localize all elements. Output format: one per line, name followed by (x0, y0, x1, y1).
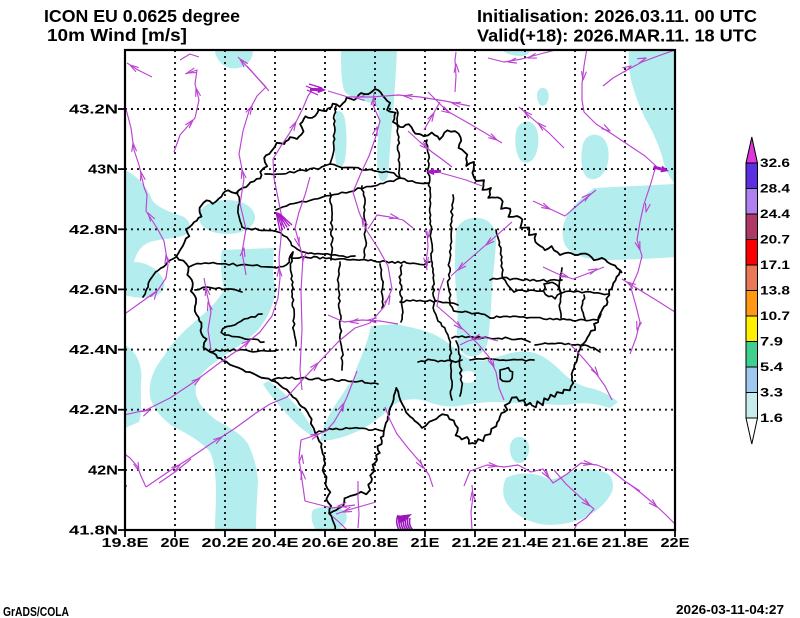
svg-text:42.8N: 42.8N (69, 222, 118, 237)
svg-text:13.8: 13.8 (760, 286, 791, 298)
svg-text:20.2E: 20.2E (202, 535, 249, 550)
svg-text:20.4E: 20.4E (252, 535, 299, 550)
svg-text:1.6: 1.6 (760, 413, 783, 425)
svg-text:GrADS/COLA: GrADS/COLA (3, 605, 69, 618)
svg-text:20.8E: 20.8E (352, 535, 399, 550)
svg-text:22E: 22E (661, 535, 690, 550)
svg-text:41.8N: 41.8N (69, 523, 118, 538)
svg-text:17.1: 17.1 (760, 260, 791, 272)
svg-text:21.8E: 21.8E (602, 535, 649, 550)
svg-text:42.2N: 42.2N (69, 402, 118, 417)
svg-text:Valid(+18): 2026.MAR.11. 18 UT: Valid(+18): 2026.MAR.11. 18 UTC (477, 26, 757, 46)
svg-text:20.6E: 20.6E (302, 535, 349, 550)
svg-text:3.3: 3.3 (760, 388, 783, 400)
svg-text:10m Wind [m/s]: 10m Wind [m/s] (47, 25, 187, 45)
svg-text:32.6: 32.6 (760, 158, 790, 170)
svg-text:28.4: 28.4 (760, 184, 791, 196)
svg-text:24.4: 24.4 (760, 209, 791, 221)
svg-text:42.4N: 42.4N (69, 342, 118, 357)
svg-text:7.9: 7.9 (760, 337, 783, 349)
svg-text:21.2E: 21.2E (452, 535, 499, 550)
svg-text:21.6E: 21.6E (552, 535, 599, 550)
svg-text:20.7: 20.7 (760, 235, 790, 247)
svg-text:43N: 43N (88, 162, 118, 177)
svg-text:5.4: 5.4 (760, 362, 784, 374)
svg-text:21.4E: 21.4E (502, 535, 549, 550)
svg-text:ICON EU 0.0625 degree: ICON EU 0.0625 degree (44, 6, 240, 26)
svg-text:Initialisation: 2026.03.11. 00: Initialisation: 2026.03.11. 00 UTC (477, 6, 757, 26)
svg-text:42N: 42N (88, 462, 118, 477)
svg-text:20E: 20E (161, 535, 190, 550)
svg-text:21E: 21E (411, 535, 440, 550)
svg-text:2026-03-11-04:27: 2026-03-11-04:27 (676, 602, 784, 617)
svg-text:19.8E: 19.8E (102, 535, 149, 550)
svg-text:43.2N: 43.2N (69, 102, 118, 117)
svg-text:10.7: 10.7 (760, 311, 790, 323)
svg-text:42.6N: 42.6N (69, 282, 118, 297)
